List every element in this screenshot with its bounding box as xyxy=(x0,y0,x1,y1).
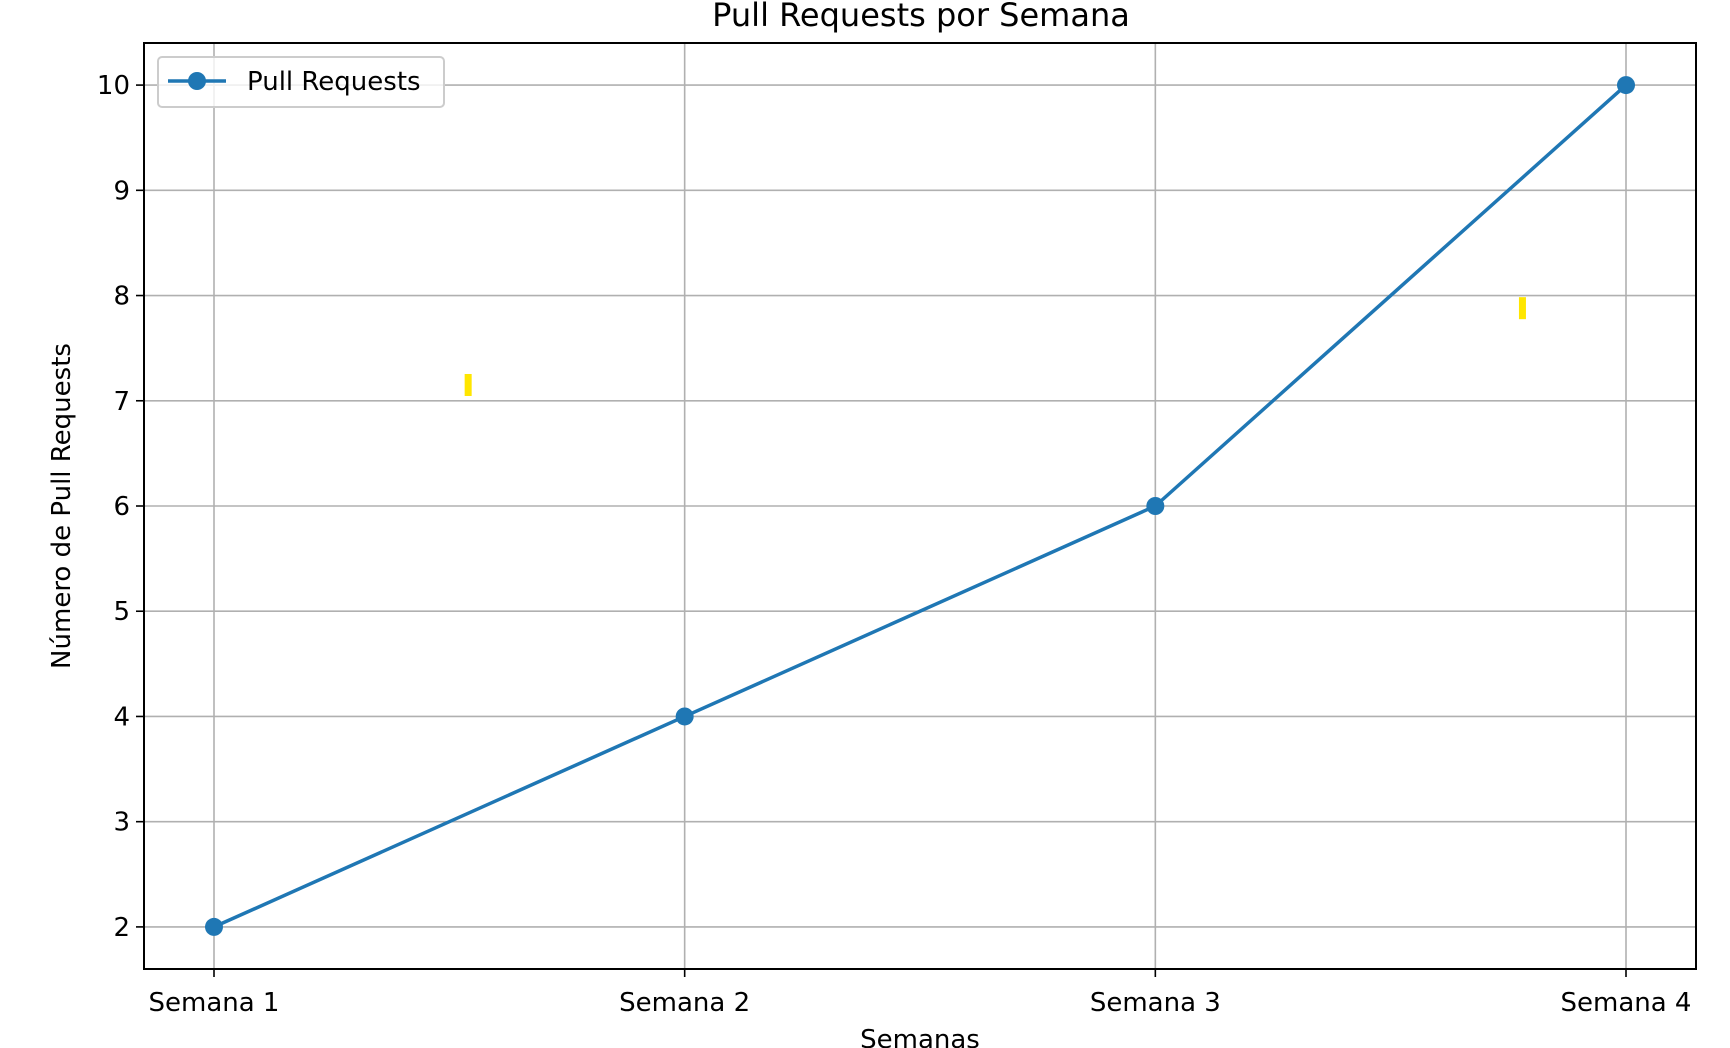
y-tick-label: 4 xyxy=(113,702,130,732)
legend-box xyxy=(157,56,445,108)
legend: Pull Requests xyxy=(157,56,445,108)
x-tick-label: Semana 4 xyxy=(1561,988,1692,1018)
data-point xyxy=(1617,76,1635,95)
y-tick-label: 7 xyxy=(113,387,130,417)
y-tick-label: 5 xyxy=(113,597,130,627)
yellow-mark xyxy=(1518,297,1526,320)
y-tick-label: 2 xyxy=(113,913,130,943)
y-tick-label: 8 xyxy=(113,282,130,312)
y-tick-label: 9 xyxy=(113,176,130,206)
series-layer xyxy=(205,76,1635,936)
chart-title: Pull Requests por Semana xyxy=(712,0,1130,34)
x-axis-label: Semanas xyxy=(860,1025,980,1048)
annotation-layer xyxy=(464,297,1526,396)
series-line xyxy=(213,83,1628,929)
data-point xyxy=(1146,497,1165,515)
x-tick-label: Semana 2 xyxy=(619,988,750,1018)
data-point xyxy=(675,707,694,726)
legend-marker-swatch xyxy=(188,72,206,90)
y-axis-label: Número de Pull Requests xyxy=(47,343,77,669)
y-axis-ticks: 2 3 4 5 6 7 8 9 10 xyxy=(97,71,144,943)
x-tick-label: Semana 3 xyxy=(1090,988,1221,1018)
y-tick-label: 3 xyxy=(113,808,130,838)
yellow-mark xyxy=(464,373,472,396)
y-tick-label: 10 xyxy=(97,71,130,101)
y-tick-label: 6 xyxy=(113,492,130,522)
x-axis-ticks: Semana 1 Semana 2 Semana 3 Semana 4 xyxy=(149,969,1692,1018)
data-point xyxy=(205,917,223,936)
x-tick-label: Semana 1 xyxy=(149,988,280,1018)
legend-label: Pull Requests xyxy=(247,67,421,97)
